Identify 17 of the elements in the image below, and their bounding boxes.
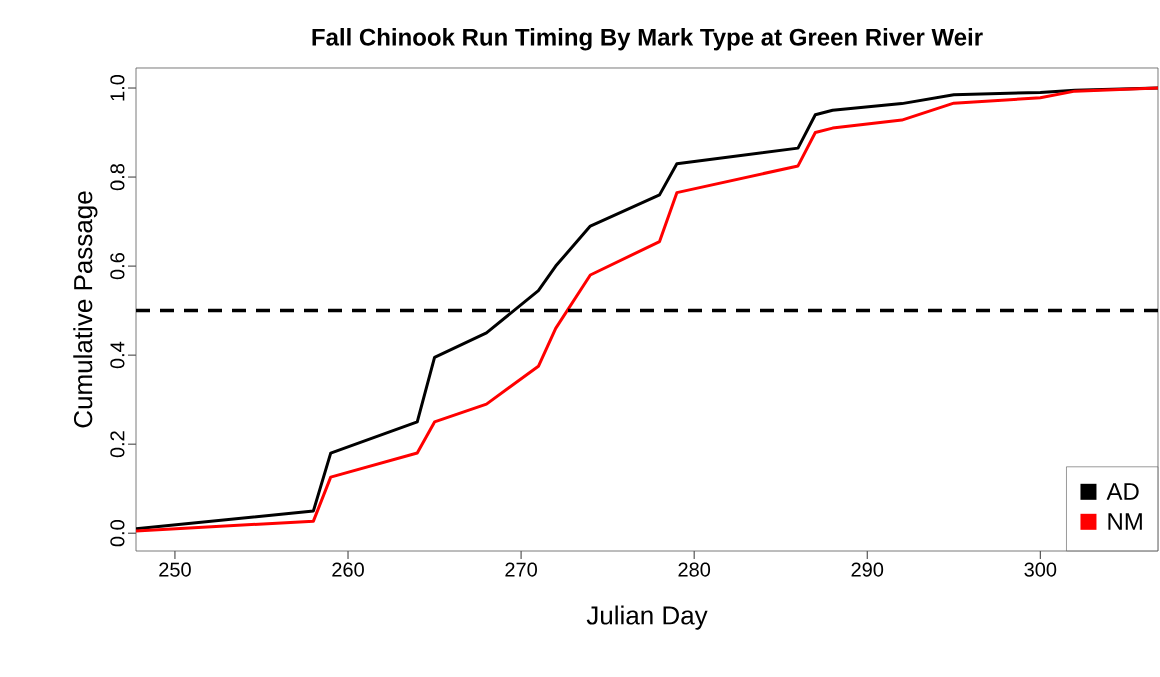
x-tick-label: 260 <box>332 562 364 577</box>
y-tick-label: 0.6 <box>110 253 125 280</box>
y-tick-label: 0.0 <box>110 520 125 547</box>
x-tick-label: 300 <box>1024 562 1057 577</box>
x-tick-label: 270 <box>505 562 537 577</box>
legend-label: AD <box>1106 483 1139 500</box>
chart-title: Fall Chinook Run Timing By Mark Type at Green River Weir <box>312 28 983 51</box>
x-axis-title: Julian Day <box>586 605 708 630</box>
y-axis-title: Cumulative Passage <box>73 191 98 428</box>
y-tick-label: 0.2 <box>110 431 125 458</box>
y-tick-label: 0.8 <box>110 164 125 191</box>
x-tick-label: 280 <box>678 562 711 577</box>
x-tick-label: 290 <box>851 562 884 577</box>
y-tick-label: 1.0 <box>110 74 125 101</box>
y-tick-label: 0.4 <box>110 341 125 369</box>
x-tick-label: 250 <box>159 562 191 577</box>
legend-label: NM <box>1108 513 1142 530</box>
